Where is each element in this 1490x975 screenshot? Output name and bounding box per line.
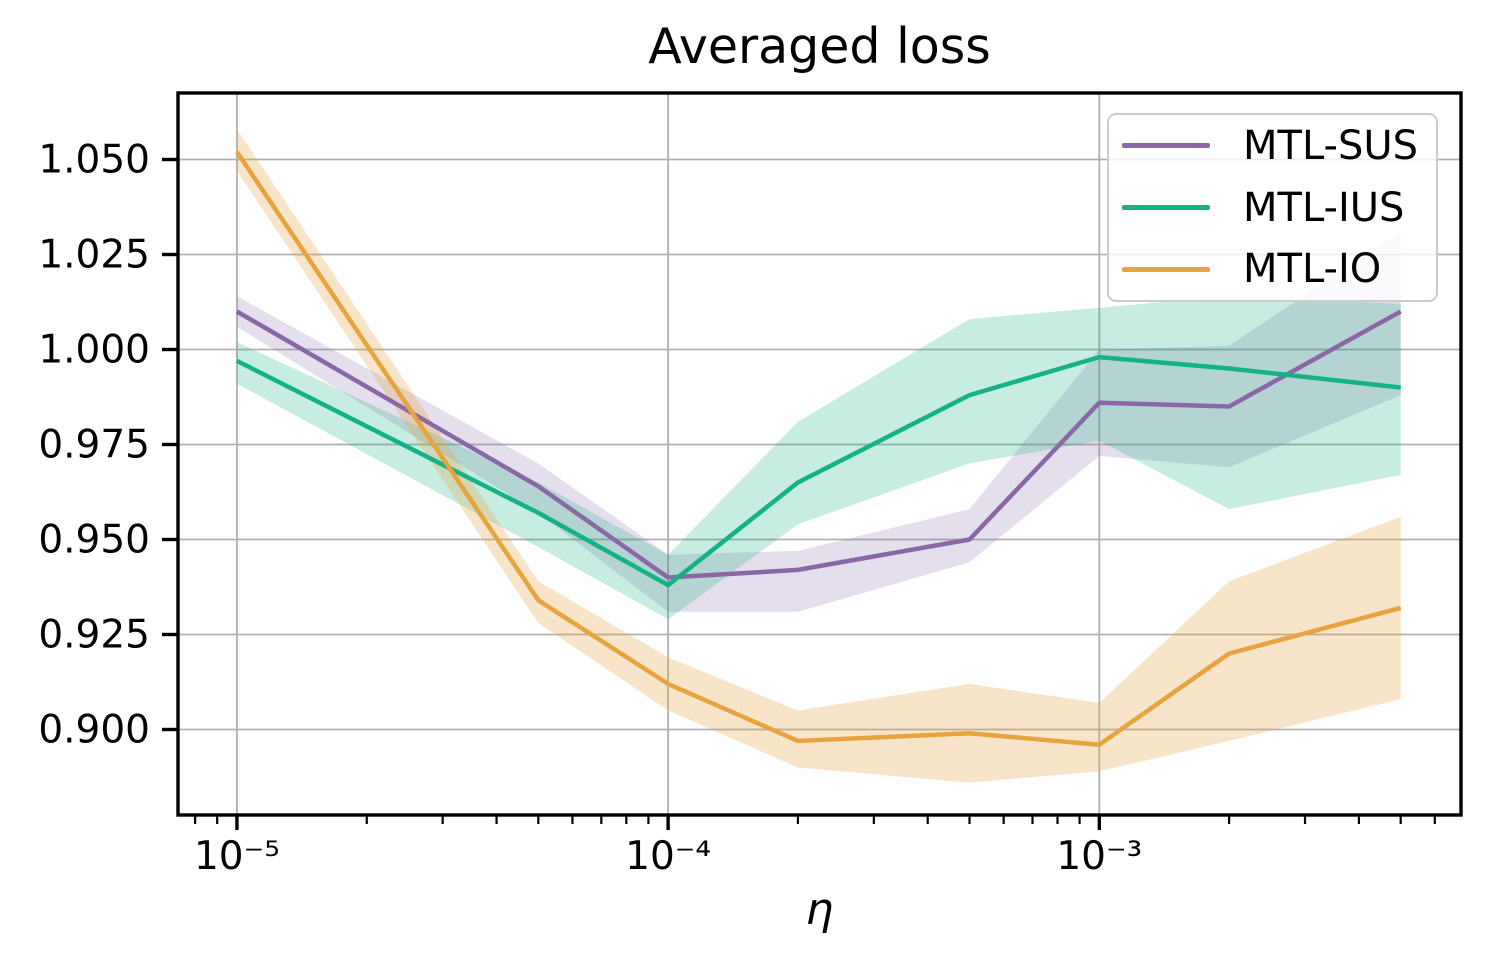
y-tick-label: 1.025 [38, 232, 150, 277]
mtl-io-band [236, 129, 1401, 783]
y-axis-tick-labels: 0.900 0.925 0.950 0.975 1.000 1.025 1.050 [0, 0, 160, 975]
y-tick-label: 1.000 [38, 327, 150, 372]
mtl-sus-line [235, 309, 1402, 580]
legend-label-mtl-sus: MTL-SUS [1243, 122, 1419, 169]
y-tick-label: 1.050 [38, 137, 150, 182]
mtl-sus-legend-line-icon [1122, 143, 1210, 149]
y-tick-label: 0.925 [38, 612, 150, 657]
legend-label-mtl-io: MTL-IO [1243, 246, 1382, 293]
legend-entry-mtl-sus: MTL-SUS [1109, 115, 1436, 177]
x-tick-label: 10⁻⁴ [625, 834, 712, 879]
y-tick-label: 0.900 [38, 707, 150, 752]
y-tick-label: 0.975 [38, 422, 150, 467]
legend-entry-mtl-ius: MTL-IUS [1109, 177, 1436, 239]
plot-frame [176, 91, 1463, 817]
x-axis-label: η [805, 884, 834, 935]
mtl-ius-legend-line-icon [1122, 205, 1210, 210]
mtl-sus-band [236, 231, 1401, 612]
mtl-ius-line [235, 354, 1401, 588]
legend: MTL-SUS MTL-IUS MTL-IO [1107, 113, 1438, 302]
x-tick-label: 10⁻⁵ [193, 834, 280, 879]
mtl-io-legend-line-icon [1122, 266, 1210, 272]
y-tick-label: 0.950 [38, 517, 150, 562]
legend-label-mtl-ius: MTL-IUS [1243, 184, 1405, 231]
mtl-ius-band [236, 296, 1401, 620]
mtl-io-line [235, 150, 1402, 747]
legend-entry-mtl-io: MTL-IO [1109, 238, 1436, 300]
x-tick-label: 10⁻³ [1056, 834, 1143, 879]
chart-title: Averaged loss [648, 18, 991, 75]
